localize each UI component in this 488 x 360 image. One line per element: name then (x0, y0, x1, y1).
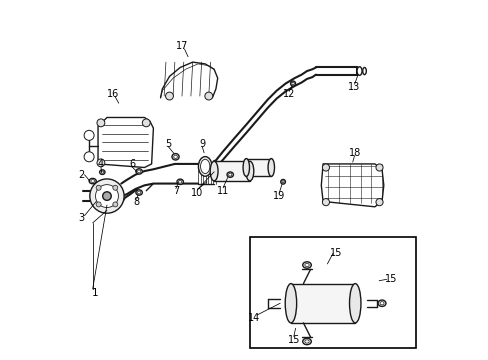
Circle shape (90, 179, 124, 213)
Ellipse shape (101, 171, 103, 173)
Text: 7: 7 (172, 186, 179, 197)
Circle shape (165, 92, 173, 100)
Ellipse shape (302, 338, 311, 345)
Circle shape (375, 199, 382, 206)
Ellipse shape (304, 340, 308, 343)
Text: 19: 19 (272, 191, 285, 201)
Ellipse shape (172, 154, 179, 160)
Circle shape (84, 130, 94, 140)
Ellipse shape (173, 155, 177, 158)
Ellipse shape (226, 172, 233, 177)
Bar (249, 237, 415, 348)
Ellipse shape (243, 158, 249, 176)
Text: 15: 15 (384, 274, 396, 284)
Text: 10: 10 (191, 188, 203, 198)
Bar (290, 284, 354, 323)
Circle shape (84, 152, 94, 162)
Ellipse shape (228, 173, 231, 176)
Ellipse shape (280, 180, 285, 184)
Ellipse shape (177, 179, 183, 184)
Circle shape (142, 119, 150, 127)
Bar (214, 161, 249, 181)
Text: 15: 15 (287, 335, 299, 345)
Ellipse shape (210, 161, 218, 181)
Ellipse shape (137, 170, 141, 173)
Ellipse shape (304, 264, 308, 267)
Ellipse shape (137, 191, 141, 194)
Ellipse shape (356, 67, 361, 75)
Ellipse shape (91, 180, 94, 183)
Ellipse shape (349, 284, 360, 323)
Ellipse shape (178, 180, 182, 183)
Text: 9: 9 (199, 139, 205, 149)
Circle shape (95, 185, 118, 207)
Ellipse shape (245, 161, 253, 181)
Circle shape (113, 185, 118, 190)
Text: 3: 3 (78, 212, 84, 222)
Ellipse shape (302, 262, 311, 268)
Text: 8: 8 (133, 197, 140, 207)
Circle shape (96, 202, 101, 207)
Ellipse shape (198, 157, 212, 176)
Circle shape (97, 119, 104, 127)
Ellipse shape (291, 82, 294, 85)
Text: 15: 15 (329, 248, 342, 258)
Ellipse shape (200, 159, 209, 174)
Ellipse shape (285, 284, 296, 323)
Text: 5: 5 (165, 139, 171, 149)
Bar (246, 158, 271, 176)
Text: 17: 17 (176, 41, 188, 51)
Ellipse shape (136, 169, 142, 174)
Text: 16: 16 (107, 89, 119, 99)
Circle shape (96, 185, 101, 190)
Text: 14: 14 (248, 312, 260, 323)
Ellipse shape (100, 170, 105, 175)
Text: 12: 12 (283, 89, 295, 99)
Circle shape (102, 192, 111, 201)
Circle shape (113, 202, 118, 207)
Ellipse shape (377, 300, 385, 306)
Ellipse shape (136, 190, 142, 195)
Text: 18: 18 (348, 148, 361, 158)
Ellipse shape (362, 67, 366, 75)
Circle shape (322, 164, 329, 171)
Ellipse shape (89, 179, 96, 184)
Text: 11: 11 (217, 186, 229, 196)
Text: 2: 2 (78, 170, 84, 180)
Circle shape (322, 199, 329, 206)
Ellipse shape (290, 81, 295, 86)
Ellipse shape (267, 158, 274, 176)
Ellipse shape (379, 302, 383, 305)
Circle shape (375, 164, 382, 171)
Ellipse shape (282, 181, 284, 183)
Text: 1: 1 (92, 288, 99, 297)
Text: 6: 6 (129, 159, 135, 169)
Text: 13: 13 (347, 82, 360, 92)
Circle shape (97, 159, 104, 167)
Text: 4: 4 (98, 159, 104, 169)
Circle shape (204, 92, 212, 100)
